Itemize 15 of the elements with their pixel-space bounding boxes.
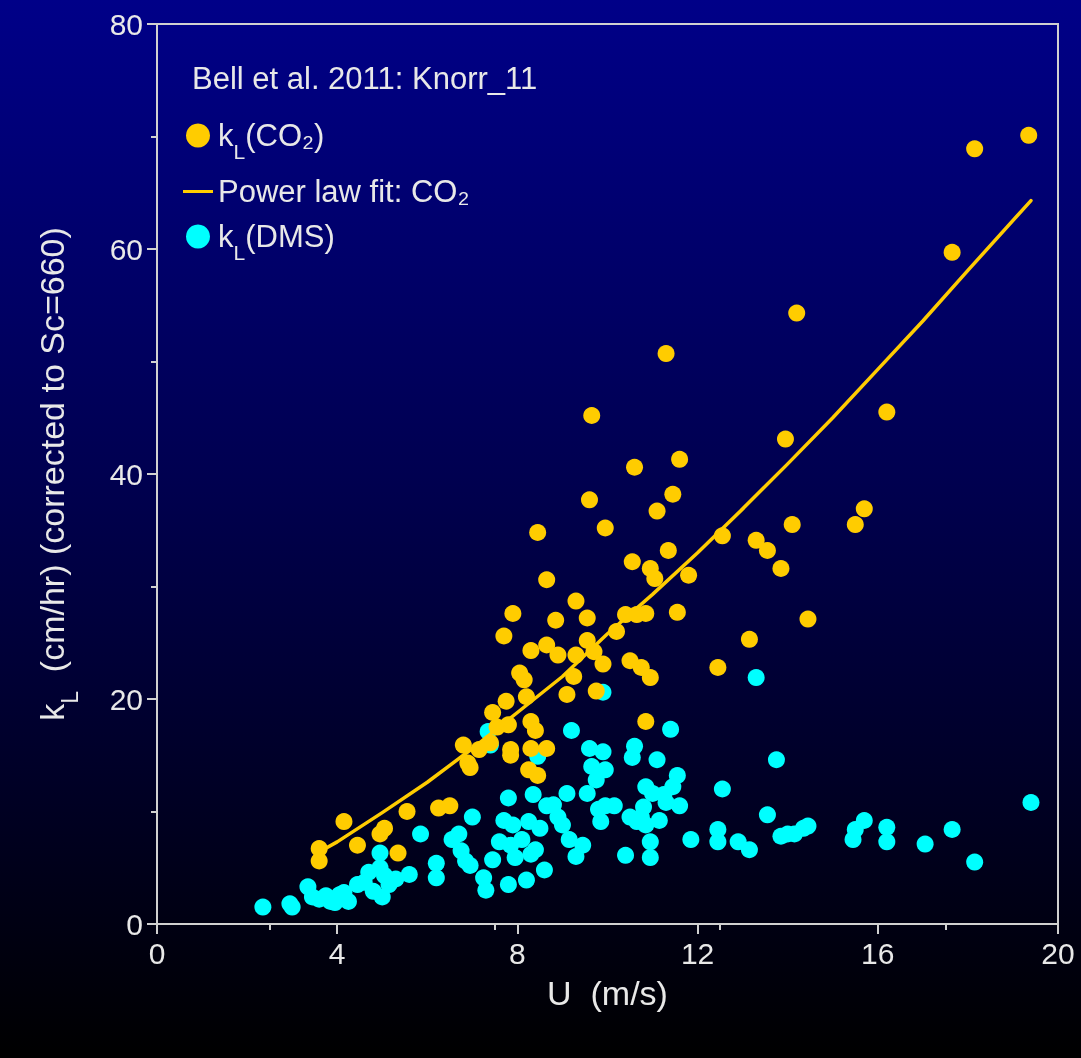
x-tick-label: 8 bbox=[509, 936, 526, 970]
x-tick-label: 16 bbox=[861, 936, 895, 970]
x-tick-label: 12 bbox=[680, 936, 715, 970]
y-tick-label: 20 bbox=[109, 682, 143, 716]
x-axis-title: U (m/s) bbox=[547, 974, 668, 1012]
legend-label: Power law fit: CO₂ bbox=[218, 174, 470, 209]
x-tick-label: 0 bbox=[148, 936, 166, 970]
x-tick-label: 4 bbox=[328, 936, 346, 970]
y-tick-label: 40 bbox=[109, 457, 143, 491]
y-tick-label: 60 bbox=[109, 232, 143, 266]
y-axis-title: kL (cm/hr) (corrected to Sc=660) bbox=[33, 227, 83, 721]
legend-title: Bell et al. 2011: Knorr_11 bbox=[192, 61, 538, 96]
x-tick-label: 20 bbox=[1041, 936, 1075, 970]
y-tick-label: 0 bbox=[126, 907, 143, 941]
y-tick-label: 80 bbox=[109, 7, 143, 41]
